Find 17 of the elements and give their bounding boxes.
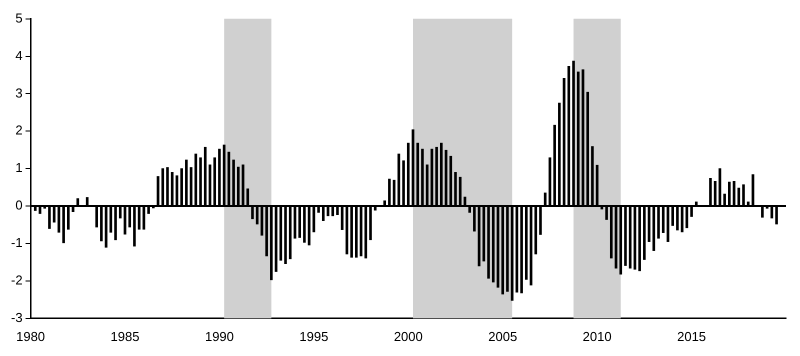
x-tick-label: 2010 (582, 328, 612, 344)
y-tick-label: 3 (15, 85, 23, 100)
x-tick-label: 2005 (488, 328, 518, 344)
y-tick-label: -3 (10, 310, 23, 325)
x-tick-label: 1980 (16, 328, 46, 344)
y-tick-label: 0 (15, 198, 23, 213)
y-tick-label: 1 (15, 160, 23, 176)
x-tick-label: 2000 (394, 328, 423, 344)
y-tick-label: 5 (15, 10, 23, 26)
y-tick-label: 4 (15, 48, 23, 63)
x-tick-label: 2015 (677, 328, 706, 344)
y-tick-label: -1 (10, 235, 23, 250)
y-tick-label: 2 (15, 122, 23, 138)
y-tick-label: -2 (10, 272, 23, 288)
x-tick-label: 1990 (204, 328, 234, 344)
x-tick-label: 1995 (299, 328, 328, 344)
x-tick-label: 1985 (110, 328, 140, 344)
